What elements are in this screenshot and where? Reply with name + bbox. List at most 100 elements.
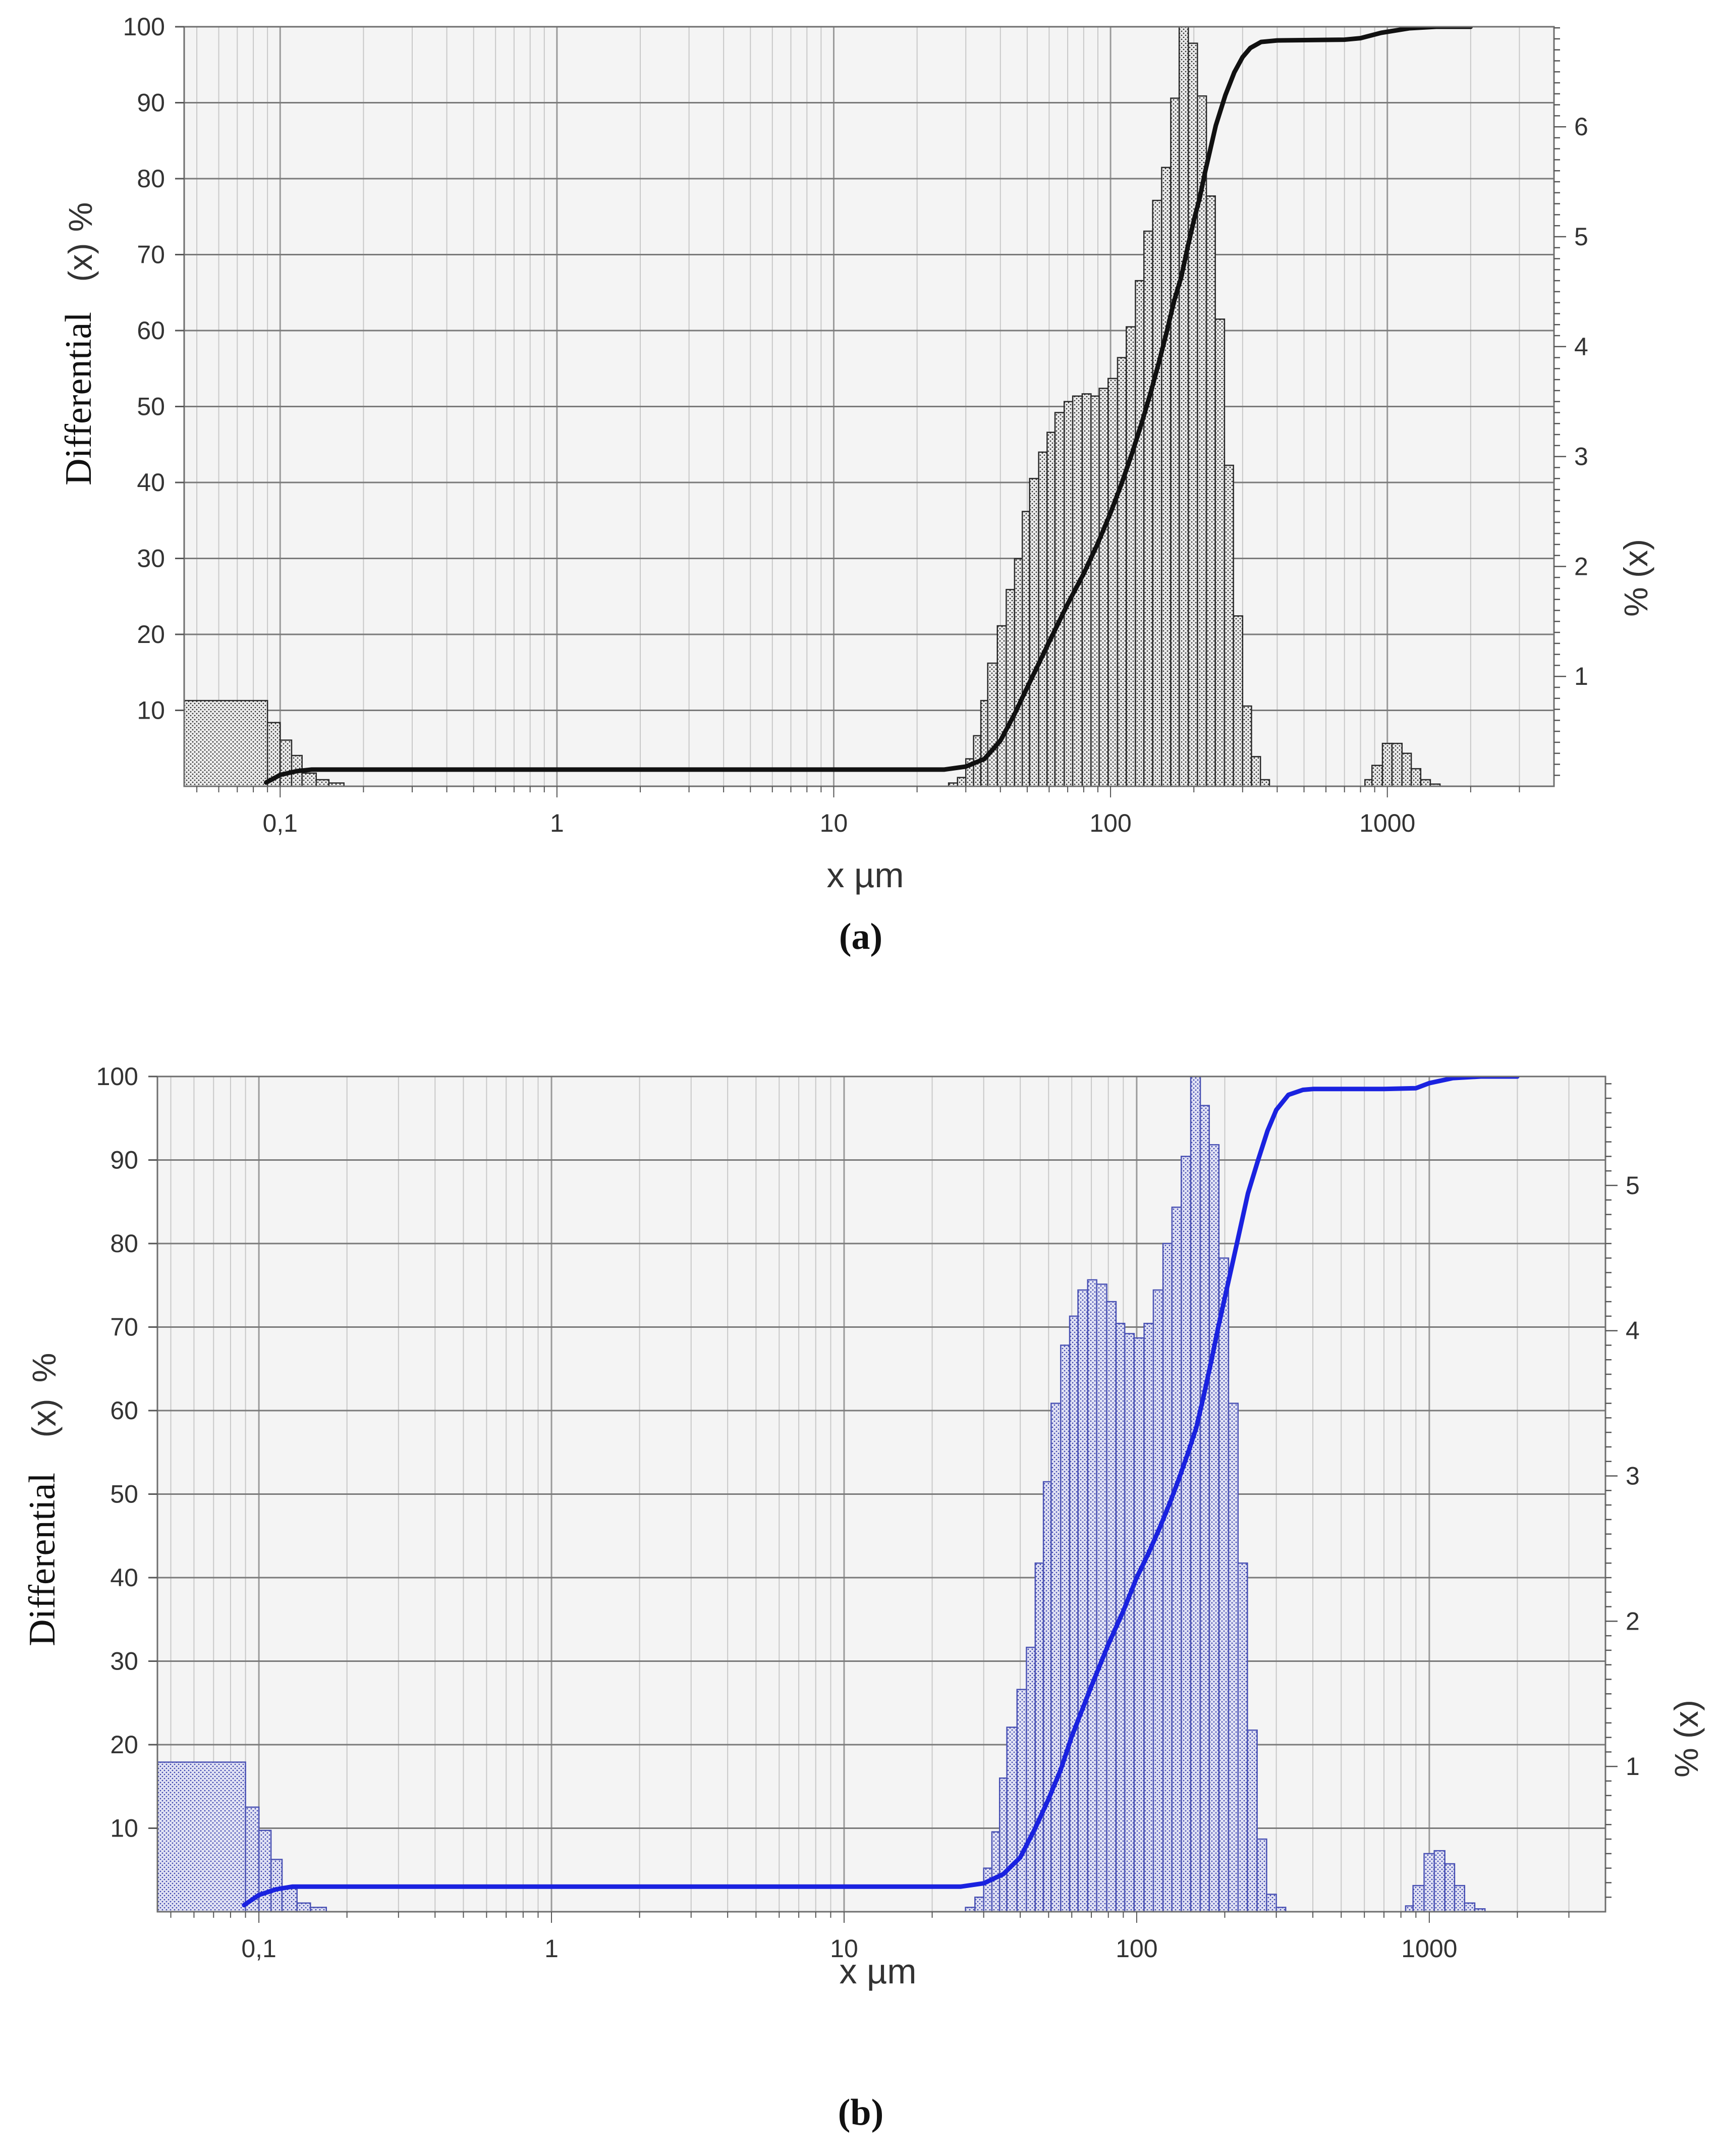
histogram-bar xyxy=(1143,230,1153,786)
cumulative-curve xyxy=(264,27,1473,785)
histogram-bar xyxy=(980,699,988,786)
histogram-bar xyxy=(1161,167,1172,786)
histogram-bar xyxy=(1006,588,1016,786)
x-tick-label: 1 xyxy=(544,1934,559,1963)
histogram-bar xyxy=(157,1761,246,1912)
y-axis-left-label-percent: % xyxy=(62,202,99,232)
y-axis-left-ticks: 10 20 30 40 50 60 70 80 90 100 xyxy=(123,13,184,725)
histogram-bar xyxy=(1046,432,1056,786)
histogram-bar xyxy=(1090,395,1100,786)
histogram-bar xyxy=(1275,1907,1287,1912)
y-axis-right-label: % (x) xyxy=(1617,539,1654,617)
y-left-tick-label: 70 xyxy=(137,241,165,269)
histogram-bar xyxy=(1429,783,1441,786)
histogram-bar xyxy=(1124,1333,1135,1912)
histogram-bar xyxy=(1247,1729,1258,1912)
histogram-bar xyxy=(1188,42,1198,786)
x-tick-label: 0,1 xyxy=(241,1934,276,1963)
x-tick-label: 1 xyxy=(550,809,564,837)
y-right-tick-label: 3 xyxy=(1626,1462,1640,1490)
histogram-bar xyxy=(1069,1315,1079,1912)
y-left-tick-label: 10 xyxy=(110,1814,138,1843)
histogram-bar xyxy=(1029,477,1039,786)
histogram-bar xyxy=(1042,1481,1052,1912)
histogram-bar xyxy=(998,1777,1008,1912)
histogram-bar xyxy=(1026,1646,1036,1912)
histogram-bar xyxy=(1016,1689,1027,1912)
y-right-tick-label: 3 xyxy=(1574,443,1588,471)
y-right-tick-label: 4 xyxy=(1626,1317,1640,1345)
x-tick-label: 10 xyxy=(830,1934,858,1963)
histogram-bar xyxy=(1014,558,1023,786)
y-left-tick-label: 40 xyxy=(137,468,165,497)
histogram-bar xyxy=(991,1831,1001,1912)
histogram-bar xyxy=(1205,195,1216,786)
y-left-tick-label: 20 xyxy=(110,1731,138,1759)
x-tick-label: 100 xyxy=(1089,809,1131,837)
histogram-bar xyxy=(1107,378,1119,786)
x-axis-label: x µm xyxy=(826,855,904,895)
histogram-bar xyxy=(1180,1156,1192,1912)
y-axis-right-label: % (x) xyxy=(1668,1700,1705,1777)
histogram-bar xyxy=(1171,1206,1182,1912)
x-tick-label: 10 xyxy=(820,809,848,837)
histogram-bar xyxy=(1152,1289,1164,1912)
histogram-bar xyxy=(1208,1144,1220,1912)
histogram-bar xyxy=(315,779,330,786)
y-right-tick-label: 1 xyxy=(1626,1752,1640,1781)
x-axis-label: x µm xyxy=(839,1952,916,1991)
y-left-tick-label: 30 xyxy=(110,1647,138,1676)
histogram-bar xyxy=(1464,1902,1476,1912)
y-right-tick-label: 2 xyxy=(1574,552,1588,580)
y-right-tick-label: 5 xyxy=(1574,223,1588,251)
histogram-bar xyxy=(258,1829,272,1912)
histogram-bar xyxy=(1190,1076,1201,1912)
histogram-bar xyxy=(1021,511,1030,786)
histogram-bar xyxy=(1117,357,1127,786)
y-left-tick-label: 100 xyxy=(96,1062,138,1091)
histogram-bar xyxy=(270,1859,283,1912)
histogram-bar xyxy=(1474,1908,1486,1912)
histogram-bar xyxy=(1228,1403,1239,1912)
y-right-tick-label: 6 xyxy=(1574,113,1588,141)
histogram-bar xyxy=(1242,705,1252,786)
histogram-bar xyxy=(1454,1884,1466,1912)
histogram-bar xyxy=(184,699,268,786)
y-left-tick-label: 50 xyxy=(137,393,165,421)
histogram-bar xyxy=(1401,752,1412,786)
chart-b: 10 20 30 40 50 60 70 80 90 100 1 2 3 4 5 0,1 1 10 100 100… xyxy=(22,1062,1705,2133)
histogram-bar xyxy=(1096,1283,1107,1912)
major-gridlines xyxy=(184,27,1554,711)
histogram-bar xyxy=(1106,1301,1117,1912)
y-left-tick-label: 10 xyxy=(137,696,165,725)
histogram-bar xyxy=(1152,199,1162,786)
x-tick-label: 1000 xyxy=(1401,1934,1457,1963)
x-tick-label: 0,1 xyxy=(262,809,298,837)
histogram-bar xyxy=(1054,412,1065,786)
histogram-bar xyxy=(1444,1863,1456,1912)
y-left-tick-label: 100 xyxy=(123,13,165,41)
histogram-bar xyxy=(1423,1853,1435,1912)
histogram-bar xyxy=(1178,27,1189,786)
x-axis-ticks: 0,1 1 10 100 1000 xyxy=(170,1912,1570,1963)
x-axis-ticks: 0,1 1 10 100 1000 xyxy=(196,786,1520,837)
histogram-bar xyxy=(1162,1243,1173,1912)
histogram-bar xyxy=(1170,97,1180,786)
histogram-bar xyxy=(1135,280,1145,786)
histogram-bar xyxy=(1233,615,1244,786)
histogram-bar xyxy=(1410,768,1422,786)
y-right-tick-label: 2 xyxy=(1626,1607,1640,1635)
histogram-bar xyxy=(1256,1838,1267,1912)
y-axis-left-label-percent: % xyxy=(25,1353,63,1383)
histogram-bar xyxy=(1381,742,1393,786)
histogram-bar xyxy=(957,777,967,786)
histogram-bar xyxy=(1126,326,1136,786)
histogram-bar xyxy=(1251,756,1261,786)
y-left-tick-label: 40 xyxy=(110,1564,138,1592)
histogram-bar xyxy=(1087,1279,1097,1912)
histogram-bar xyxy=(1433,1850,1446,1912)
major-gridlines xyxy=(157,1076,1605,1829)
histogram-bar xyxy=(1214,318,1226,786)
histogram-bar xyxy=(996,625,1007,786)
histogram-bar xyxy=(974,1896,984,1912)
